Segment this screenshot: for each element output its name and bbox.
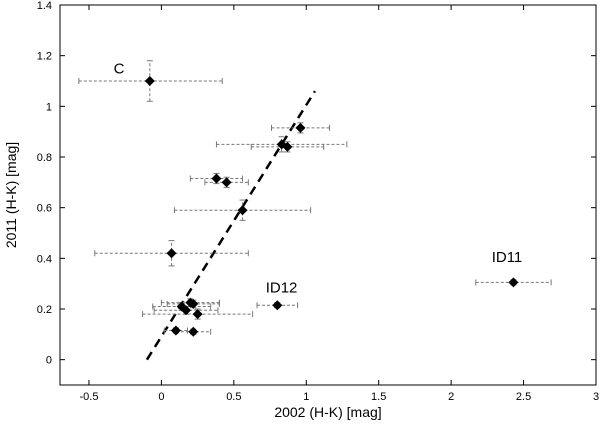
- data-point-diamond: [181, 305, 192, 316]
- data-point-diamond: [192, 309, 203, 320]
- y-tick-label: 1.4: [37, 0, 52, 12]
- data-point-diamond: [188, 326, 199, 337]
- data-point-diamond: [166, 248, 177, 259]
- y-axis-title: 2011 (H-K) [mag]: [3, 142, 19, 248]
- annotation-label: ID12: [266, 280, 298, 297]
- x-tick-label: 3: [593, 391, 599, 403]
- y-tick-label: 0.2: [37, 304, 52, 316]
- x-tick-label: -0.5: [79, 391, 98, 403]
- fit-line: [145, 90, 317, 361]
- y-tick-label: 1.2: [37, 51, 52, 63]
- x-tick-label: 1: [303, 391, 309, 403]
- y-tick-label: 0.6: [37, 203, 52, 215]
- y-tick-label: 0.8: [37, 152, 52, 164]
- x-axis-title: 2002 (H-K) [mag]: [274, 404, 381, 420]
- data-point-diamond: [211, 173, 222, 184]
- annotation-label: ID11: [492, 249, 523, 266]
- axis-ticks: -0.5 0 0.5 1 1.5 2 2.5 3 0 0.2 0.4 0.6 0.8 1 1.2 1.4: [37, 0, 599, 403]
- x-tick-label: 0: [158, 391, 164, 403]
- data-point-diamond: [295, 122, 306, 133]
- data-point-diamond: [272, 300, 283, 311]
- y-tick-label: 0.4: [37, 253, 52, 265]
- data-points: [144, 76, 519, 337]
- y-tick-label: 1: [46, 101, 52, 113]
- x-tick-label: 2.5: [516, 391, 531, 403]
- y-tick-label: 0: [46, 355, 52, 367]
- annotations: C ID12 ID11: [114, 60, 523, 296]
- x-tick-label: 2: [448, 391, 454, 403]
- annotation-label: C: [114, 60, 125, 77]
- x-tick-label: 0.5: [226, 391, 241, 403]
- error-bars: [78, 60, 552, 335]
- data-point-diamond: [221, 177, 232, 188]
- data-point-diamond: [282, 141, 293, 152]
- plot-frame: [59, 4, 597, 386]
- data-point-diamond: [188, 298, 199, 309]
- data-point-diamond: [144, 76, 155, 86]
- fit-line-group: [145, 90, 317, 361]
- data-point-diamond: [170, 325, 181, 336]
- x-tick-label: 1.5: [371, 391, 386, 403]
- data-point-diamond: [508, 277, 519, 288]
- data-point-diamond: [237, 205, 248, 216]
